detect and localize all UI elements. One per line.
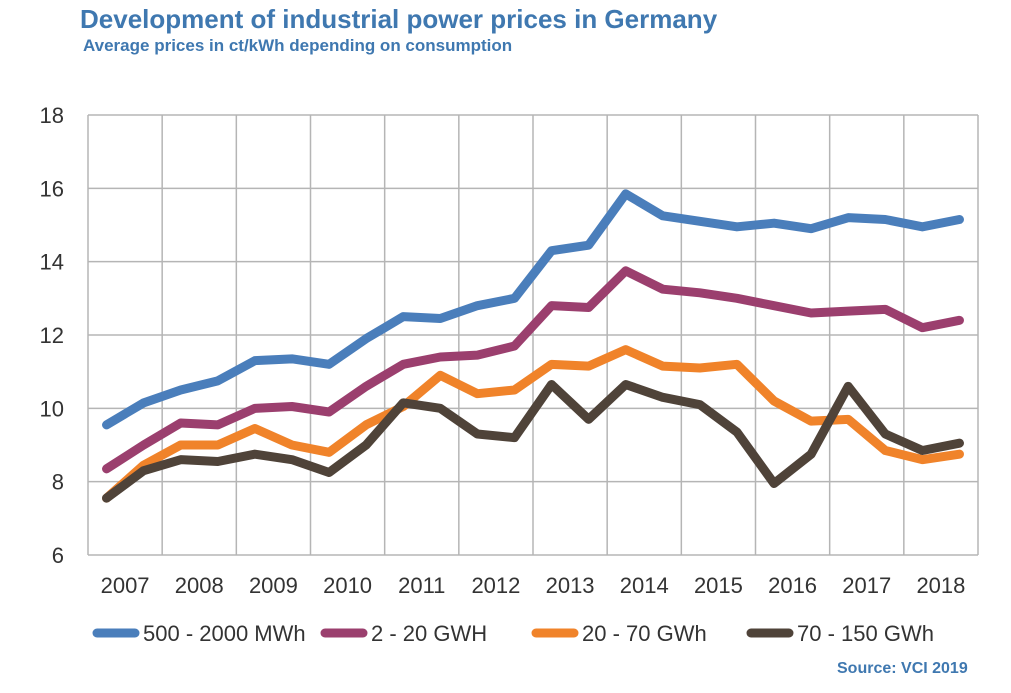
x-tick-label: 2010 xyxy=(323,573,372,598)
x-tick-label: 2018 xyxy=(916,573,965,598)
x-tick-label: 2016 xyxy=(768,573,817,598)
y-tick-label: 14 xyxy=(40,250,64,275)
series-line-3 xyxy=(102,345,964,503)
x-tick-label: 2014 xyxy=(620,573,669,598)
legend-label: 500 - 2000 MWh xyxy=(143,621,306,646)
series-line-1 xyxy=(102,189,964,430)
chart-title: Development of industrial power prices i… xyxy=(80,4,718,34)
legend-label: 2 - 20 GWH xyxy=(371,621,487,646)
x-tick-label: 2009 xyxy=(249,573,298,598)
series-line-2 xyxy=(102,266,964,474)
chart-subtitle: Average prices in ct/kWh depending on co… xyxy=(83,36,513,55)
x-tick-label: 2008 xyxy=(175,573,224,598)
y-tick-label: 16 xyxy=(40,176,64,201)
x-tick-label: 2011 xyxy=(398,573,445,598)
x-tick-label: 2007 xyxy=(101,573,150,598)
y-tick-label: 8 xyxy=(52,470,64,495)
x-tick-label: 2012 xyxy=(471,573,520,598)
x-tick-label: 2013 xyxy=(546,573,595,598)
y-tick-label: 10 xyxy=(40,396,64,421)
x-tick-label: 2017 xyxy=(842,573,891,598)
y-tick-label: 12 xyxy=(40,323,64,348)
legend-label: 70 - 150 GWh xyxy=(797,621,934,646)
y-tick-label: 6 xyxy=(52,543,64,568)
source-note: Source: VCI 2019 xyxy=(837,660,968,677)
legend-label: 20 - 70 GWh xyxy=(582,621,707,646)
x-tick-label: 2015 xyxy=(694,573,743,598)
y-tick-label: 18 xyxy=(40,103,64,128)
series-line-4 xyxy=(102,380,964,503)
